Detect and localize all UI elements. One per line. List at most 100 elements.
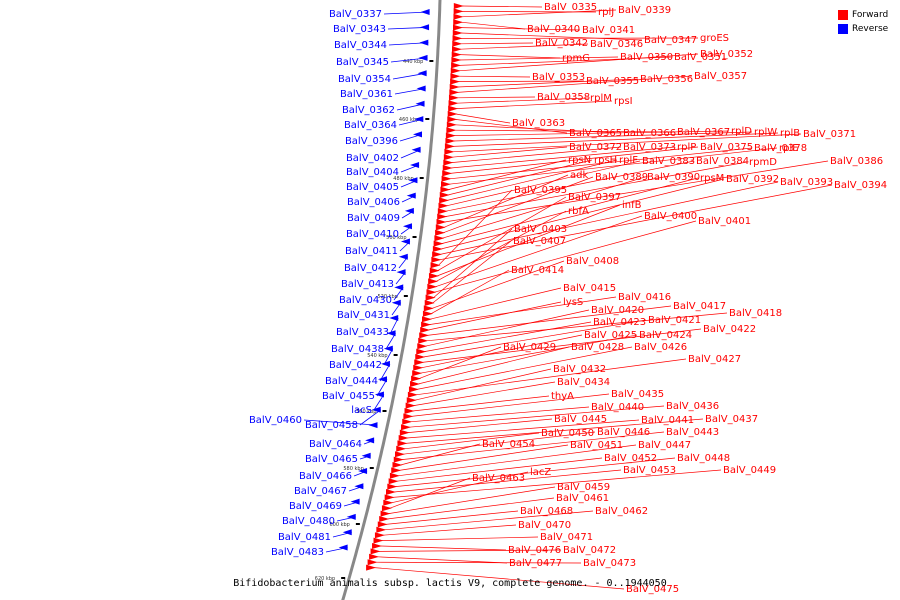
forward-gene-label: BalV_0451 (570, 440, 623, 451)
reverse-gene-label: BalV_0364 (344, 120, 397, 131)
forward-gene-arrow (373, 537, 384, 544)
scale-tick-mark (341, 577, 346, 579)
forward-gene-label: BalV_0366 (623, 128, 676, 139)
forward-gene-connector (433, 228, 513, 298)
forward-gene-arrow (396, 445, 407, 452)
reverse-gene-connector (383, 348, 394, 366)
forward-gene-arrow (402, 418, 413, 425)
reverse-gene-arrow (419, 39, 429, 46)
forward-gene-label: BalV_0386 (830, 156, 883, 167)
forward-gene-connector (444, 160, 829, 223)
legend-label: Forward (852, 10, 889, 20)
forward-gene-connector (416, 346, 633, 390)
forward-gene-arrow (445, 138, 456, 144)
forward-gene-label: BalV_0435 (611, 389, 664, 400)
reverse-gene-arrow (338, 544, 348, 551)
forward-gene-connector (422, 328, 702, 363)
reverse-gene-label: BalV_0354 (338, 74, 391, 85)
forward-gene-connector (459, 43, 589, 50)
forward-gene-connector (461, 5, 543, 8)
forward-gene-label: BalV_0462 (595, 506, 648, 517)
forward-gene-arrow (403, 413, 414, 420)
forward-gene-arrow (435, 224, 446, 231)
forward-gene-arrow (448, 105, 459, 112)
forward-gene-connector (458, 53, 699, 72)
forward-gene-arrow (442, 165, 453, 171)
forward-gene-connector (402, 431, 596, 455)
reverse-gene-label: BalV_0430 (339, 295, 392, 306)
forward-gene-arrow (397, 440, 408, 447)
forward-gene-connector (411, 393, 610, 417)
forward-gene-arrow (430, 262, 441, 269)
reverse-gene-label: BalV_0455 (322, 391, 375, 402)
reverse-gene-connector (359, 409, 381, 426)
reverse-gene-arrow (412, 131, 422, 138)
reverse-gene-arrow (417, 70, 427, 77)
forward-gene-label: BalV_0429 (503, 342, 556, 353)
reverse-gene-label: BalV_0465 (305, 454, 358, 465)
forward-gene-label: BalV_0341 (582, 25, 635, 36)
forward-gene-label: BalV_0346 (590, 39, 643, 50)
forward-gene-arrow (404, 408, 415, 414)
forward-gene-arrow (369, 553, 380, 560)
forward-gene-label: BalV_0397 (568, 192, 621, 203)
reverse-gene-label: BalV_0343 (333, 24, 386, 35)
forward-gene-label: BalV_0425 (584, 330, 637, 341)
forward-gene-arrow (453, 13, 464, 20)
forward-gene-label: BalV_0472 (563, 545, 616, 556)
reverse-gene-arrow (391, 299, 401, 306)
forward-gene-label: BalV_0416 (618, 292, 671, 303)
forward-gene-arrow (436, 219, 447, 225)
forward-gene-connector (392, 469, 722, 498)
forward-gene-label: BalV_0389 (595, 172, 648, 183)
forward-gene-label: rplF (619, 155, 638, 166)
forward-gene-label: BalV_0357 (694, 71, 747, 82)
forward-gene-arrow (407, 391, 418, 398)
reverse-gene-arrow (400, 238, 410, 245)
forward-gene-label: thyA (551, 391, 574, 402)
forward-gene-arrow (428, 273, 439, 279)
forward-gene-label: BalV_0454 (482, 439, 535, 450)
reverse-gene-arrow (380, 360, 390, 367)
forward-gene-arrow (438, 202, 449, 209)
forward-gene-arrow (447, 116, 458, 123)
forward-gene-arrow (449, 84, 460, 90)
forward-gene-arrow (452, 35, 463, 42)
forward-gene-connector (423, 319, 647, 358)
forward-gene-label: BalV_0400 (644, 211, 697, 222)
forward-gene-label: BalV_0463 (472, 473, 525, 484)
forward-gene-connector (451, 146, 622, 163)
reverse-gene-label: BalV_0469 (289, 501, 342, 512)
forward-gene-arrow (385, 489, 396, 495)
forward-gene-arrow (448, 100, 459, 107)
forward-gene-arrow (449, 89, 460, 96)
forward-gene-connector (432, 240, 512, 304)
forward-gene-connector (457, 78, 639, 88)
scale-tick-mark (393, 354, 398, 356)
legend-item-forward: Forward (838, 8, 888, 22)
forward-gene-arrow (418, 337, 429, 344)
forward-gene-connector (387, 497, 555, 520)
reverse-gene-label: BalV_0411 (345, 246, 398, 257)
forward-gene-label: BalV_0448 (677, 453, 730, 464)
reverse-gene-label: lacS (351, 405, 372, 416)
forward-gene-arrow (388, 478, 399, 485)
forward-gene-label: BalV_0426 (634, 342, 687, 353)
forward-gene-arrow (453, 19, 464, 26)
forward-gene-connector (451, 146, 568, 158)
forward-gene-connector (429, 287, 562, 320)
forward-gene-connector (452, 133, 802, 153)
forward-gene-label: BalV_0383 (642, 156, 695, 167)
forward-gene-label: BalV_0422 (703, 324, 756, 335)
reverse-gene-arrow (402, 223, 412, 230)
forward-gene-arrow (391, 467, 402, 474)
reverse-gene-arrow (368, 422, 378, 429)
forward-gene-arrow (393, 456, 404, 463)
forward-gene-arrow (366, 564, 377, 571)
forward-gene-connector (437, 196, 567, 271)
forward-gene-label: rpsN (568, 155, 591, 166)
reverse-gene-arrow (377, 376, 387, 383)
forward-gene-arrow (452, 30, 463, 36)
forward-gene-arrow (451, 46, 462, 53)
reverse-gene-label: BalV_0396 (345, 136, 398, 147)
